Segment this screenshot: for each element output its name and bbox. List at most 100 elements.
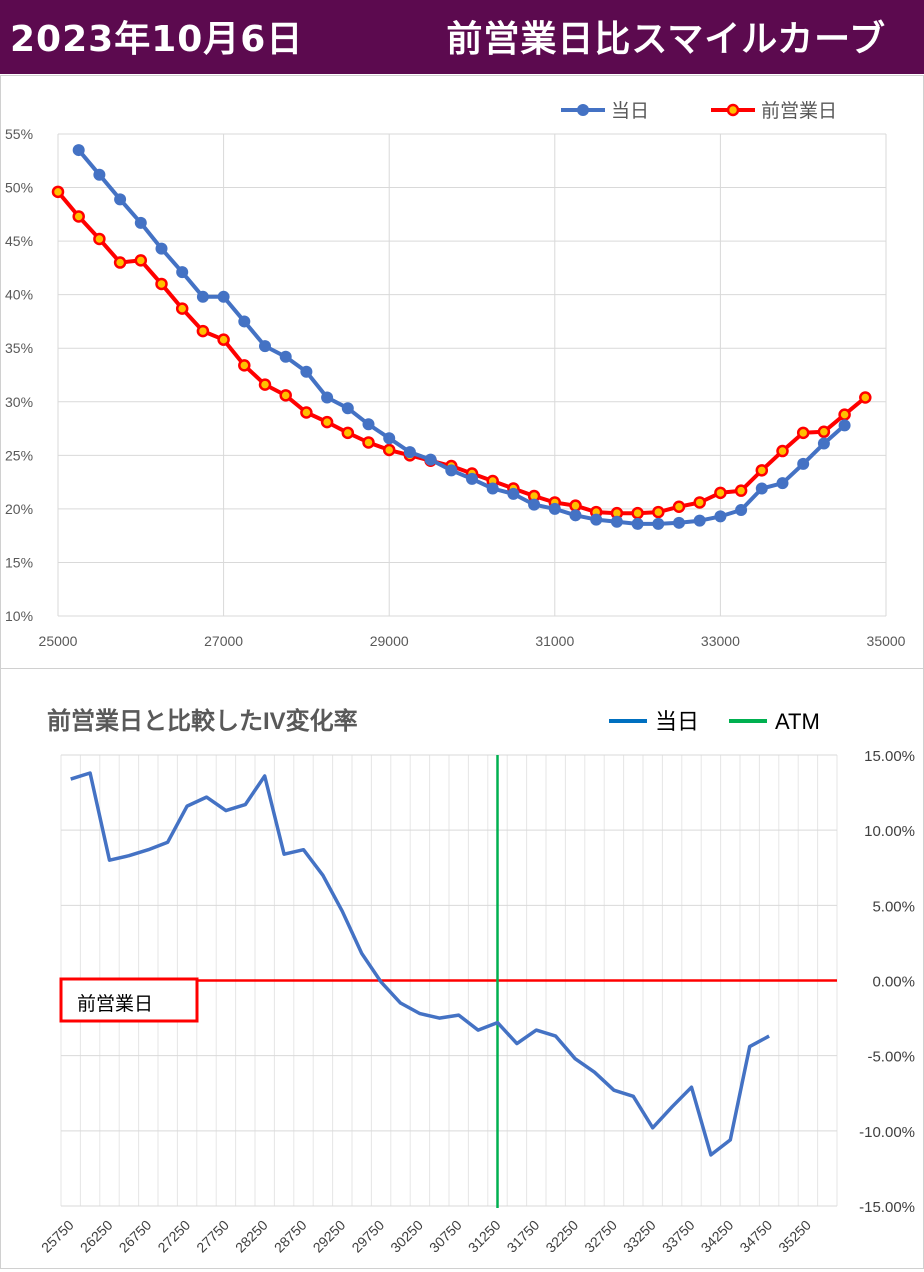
x-tick-label: 31250 xyxy=(465,1217,504,1256)
legend-label: 前営業日 xyxy=(761,100,837,122)
data-point xyxy=(486,482,499,495)
data-point xyxy=(776,477,789,490)
data-point xyxy=(300,365,313,378)
y-tick-label: 25% xyxy=(5,447,33,463)
y-tick-label: 10.00% xyxy=(864,823,915,840)
data-point xyxy=(424,453,437,466)
data-point xyxy=(176,266,189,279)
x-tick-label: 33250 xyxy=(620,1217,659,1256)
reference-label-box: 前営業日 xyxy=(59,977,199,1023)
data-point xyxy=(817,425,831,439)
data-point xyxy=(93,232,106,246)
data-point xyxy=(362,418,375,431)
data-point xyxy=(797,457,810,470)
y-tick-label: 15.00% xyxy=(864,748,915,765)
top-chart-panel: 10% 15% 20% 25% 30% 35% 40% 45% 50% 55% 25000 27000… xyxy=(0,75,924,669)
y-tick-label: 50% xyxy=(5,180,33,196)
data-point xyxy=(445,464,458,477)
data-point xyxy=(238,315,251,328)
data-point xyxy=(72,210,85,223)
legend-marker xyxy=(726,103,740,117)
data-point xyxy=(51,185,65,199)
data-point xyxy=(238,359,251,372)
data-point xyxy=(382,443,396,457)
x-tick-label: 32750 xyxy=(581,1217,620,1256)
data-point xyxy=(590,513,603,526)
legend: 当日 前営業日 xyxy=(561,100,837,122)
data-point xyxy=(72,144,85,157)
x-tick-label: 35000 xyxy=(867,633,906,649)
x-tick-label: 29250 xyxy=(310,1217,349,1256)
data-point xyxy=(796,426,810,440)
data-point xyxy=(673,516,685,529)
data-point xyxy=(631,517,644,530)
x-tick-label: 30250 xyxy=(387,1217,426,1256)
data-point xyxy=(755,482,768,495)
data-point xyxy=(507,487,520,500)
x-tick-label: 34250 xyxy=(698,1217,737,1256)
data-point xyxy=(341,402,354,415)
data-point xyxy=(217,290,230,303)
data-point xyxy=(734,484,748,497)
x-tick-label: 29000 xyxy=(370,633,409,649)
x-tick-label: 27000 xyxy=(204,633,243,649)
series-previous-day xyxy=(51,185,872,520)
y-tick-label: 15% xyxy=(5,554,33,570)
x-tick-label: 25000 xyxy=(39,633,78,649)
data-point xyxy=(320,415,334,429)
bottom-chart-panel: 前営業日と比較したIV変化率 15.00% 10.00% 5.00% 0.00% -5.0… xyxy=(0,668,924,1269)
x-tick-label: 32250 xyxy=(542,1217,581,1256)
y-tick-label: 10% xyxy=(5,608,33,624)
legend-label: ATM xyxy=(775,709,820,734)
data-point xyxy=(548,502,561,515)
y-tick-label: 0.00% xyxy=(872,974,915,991)
x-tick-label: 27250 xyxy=(154,1217,193,1256)
data-point xyxy=(175,302,189,315)
data-point xyxy=(776,444,789,458)
y-tick-label: 40% xyxy=(5,287,33,303)
data-point xyxy=(279,389,292,402)
x-tick-label: 31000 xyxy=(535,633,574,649)
y-tick-label: -5.00% xyxy=(867,1049,915,1066)
x-tick-label: 26750 xyxy=(116,1217,155,1256)
y-tick-label: 35% xyxy=(5,340,33,356)
reference-label: 前営業日 xyxy=(77,993,153,1015)
data-point xyxy=(196,324,210,338)
data-point xyxy=(114,193,127,206)
data-point xyxy=(155,277,168,291)
iv-change-chart: 前営業日と比較したIV変化率 15.00% 10.00% 5.00% 0.00% -5.0… xyxy=(38,707,915,1256)
data-point xyxy=(631,506,644,520)
x-tick-label: 28250 xyxy=(232,1217,271,1256)
y-tick-label: 5.00% xyxy=(872,898,915,915)
x-tick-label: 26250 xyxy=(77,1217,116,1256)
x-tick-label: 31750 xyxy=(504,1217,543,1256)
data-point xyxy=(362,436,375,449)
header-date: 2023年10月6日 xyxy=(10,19,304,60)
data-point xyxy=(155,242,168,255)
header-banner: 2023年10月6日 前営業日比スマイルカーブ xyxy=(0,0,924,74)
y-tick-label: 20% xyxy=(5,501,33,517)
data-point xyxy=(672,500,686,513)
series-line xyxy=(56,190,867,516)
chart-title: 前営業日と比較したIV変化率 xyxy=(47,707,358,735)
data-point xyxy=(652,505,665,519)
data-point xyxy=(300,406,313,419)
data-point xyxy=(838,419,851,432)
data-point xyxy=(528,498,541,511)
legend-label: 当日 xyxy=(611,100,649,122)
x-tick-label: 27750 xyxy=(193,1217,232,1256)
header-title: 前営業日比スマイルカーブ xyxy=(446,19,886,60)
x-tick-label: 35250 xyxy=(775,1217,814,1256)
data-point xyxy=(134,216,147,229)
data-point xyxy=(755,464,769,477)
x-tick-label: 29750 xyxy=(348,1217,387,1256)
data-point xyxy=(714,486,727,500)
y-tick-label: 55% xyxy=(5,126,33,142)
data-point xyxy=(735,503,748,516)
data-point xyxy=(652,517,665,530)
data-point xyxy=(569,509,582,522)
smile-curve-chart: 10% 15% 20% 25% 30% 35% 40% 45% 50% 55% 25000 27000… xyxy=(5,100,906,649)
data-point xyxy=(93,168,106,181)
data-point xyxy=(341,426,355,440)
x-tick-label: 34750 xyxy=(736,1217,775,1256)
